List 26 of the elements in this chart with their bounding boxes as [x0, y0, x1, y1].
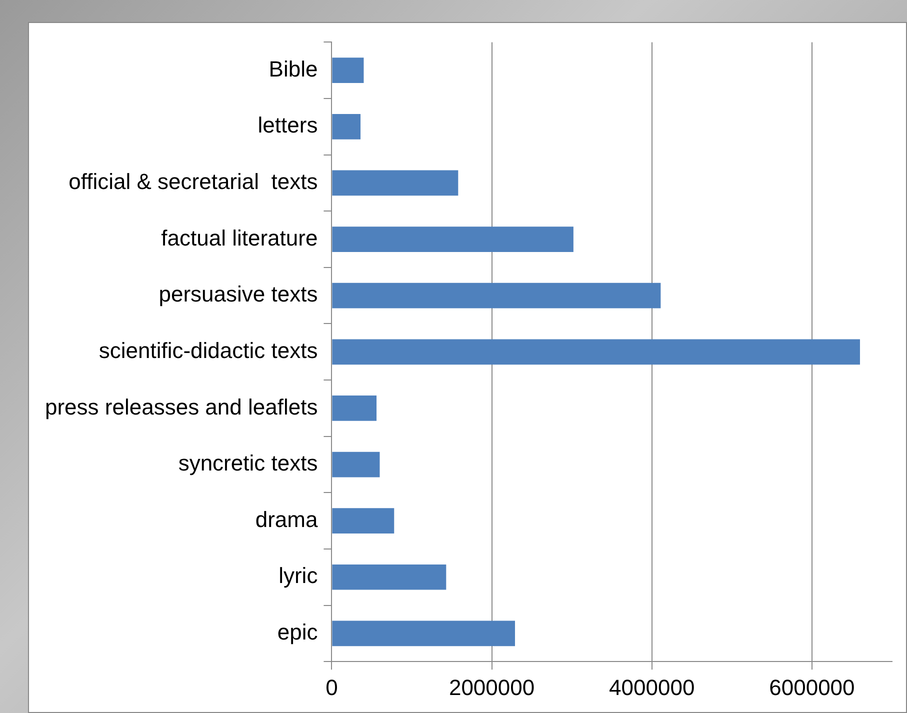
y-tick-label: press releasses and leaflets: [45, 394, 318, 420]
y-tick-label: lyric: [278, 563, 318, 588]
y-tick-label: Bible: [268, 56, 318, 82]
bar: [332, 564, 446, 590]
bar: [332, 170, 458, 196]
bar: [332, 452, 380, 478]
x-tick-label: 4000000: [609, 674, 695, 700]
bar: [332, 114, 361, 140]
bar: [332, 226, 574, 252]
y-tick-label: epic: [277, 620, 318, 645]
y-tick-label: drama: [255, 506, 318, 532]
bar: [332, 58, 364, 84]
bar: [332, 396, 377, 421]
y-tick-label: scientific-didactic texts: [98, 338, 318, 363]
y-tick-label: factual literature: [161, 225, 318, 250]
y-tick-label: official & secretarial texts: [68, 169, 318, 194]
bar: [332, 620, 515, 646]
x-tick-label: 2000000: [448, 674, 535, 700]
bar: [332, 282, 661, 308]
y-tick-label: letters: [258, 112, 318, 138]
y-tick-label: syncretic texts: [178, 450, 318, 476]
x-tick-label: 0: [326, 674, 338, 700]
bar: [332, 508, 394, 534]
y-tick-label: persuasive texts: [158, 282, 318, 307]
x-tick-label: 6000000: [769, 674, 855, 700]
bar: [332, 339, 860, 365]
